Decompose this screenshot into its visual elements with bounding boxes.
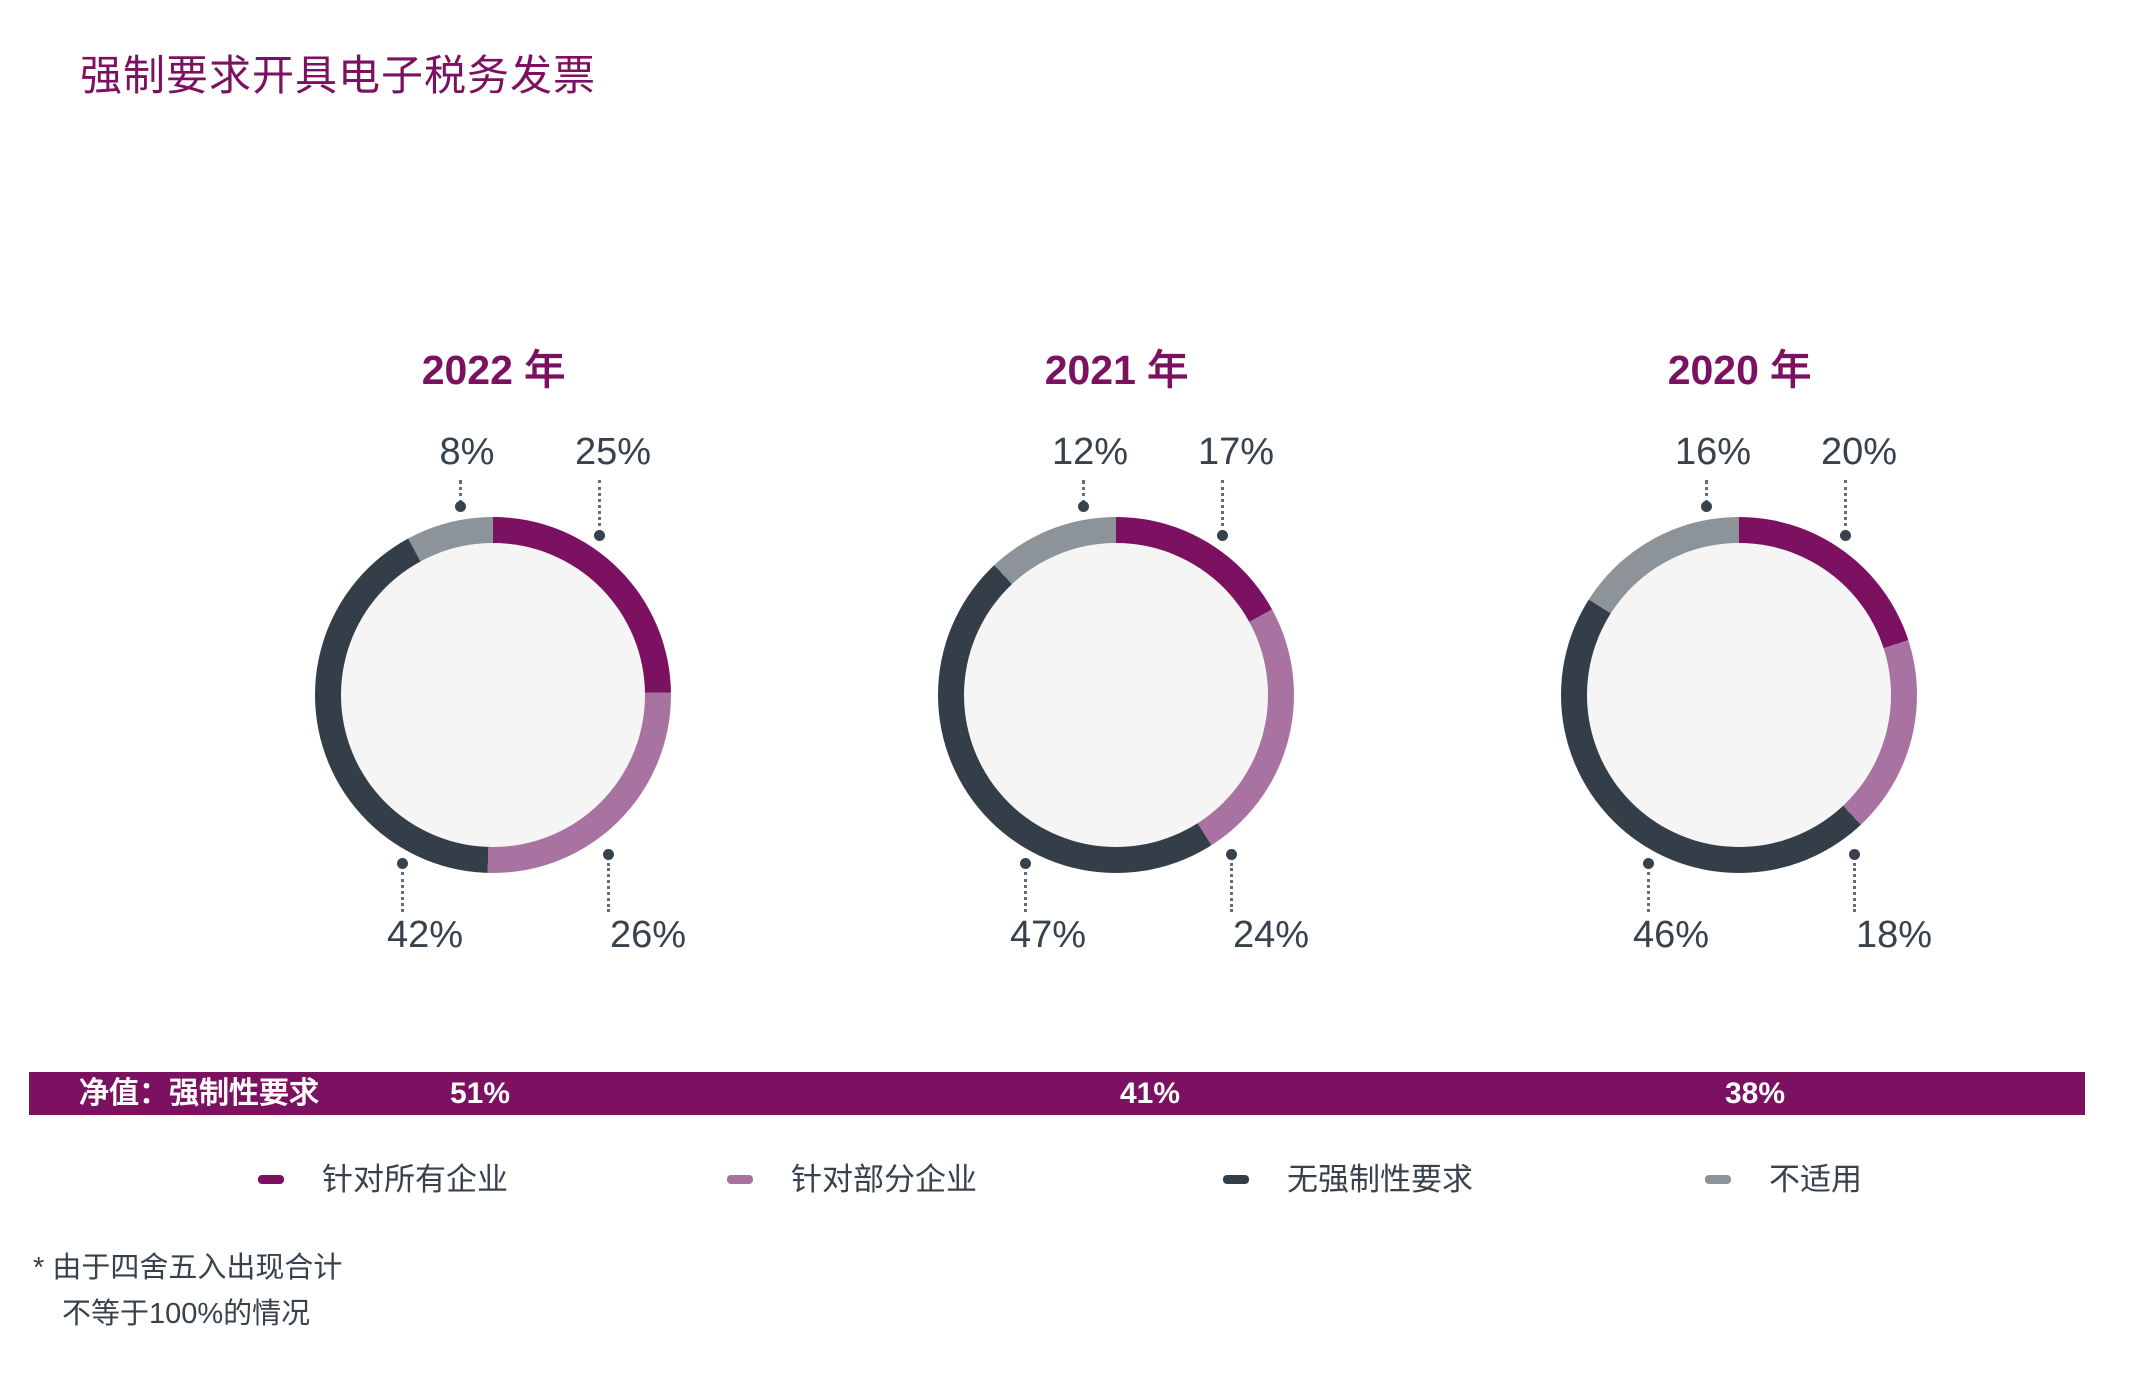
leader-line [459, 480, 462, 504]
donut-chart-2022: 2022 年 8% 25% 42% 26% [182, 330, 805, 1010]
legend-swatch [1705, 1175, 1731, 1184]
leader-dot [603, 849, 614, 860]
leader-dot [594, 530, 605, 541]
leader-line [401, 872, 404, 912]
chart-year-title: 2022 年 [421, 347, 566, 393]
donut-hole [341, 543, 645, 847]
segment-label-all-companies: 17% [1197, 431, 1275, 473]
segment-label-some-companies: 24% [1232, 914, 1310, 956]
segment-label-no-mandate: 47% [1009, 914, 1087, 956]
donut-charts-row: 2022 年 8% 25% 42% 26% 2021 年 12% 17% 47%… [182, 330, 2051, 1010]
segment-label-not-applicable: 8% [439, 431, 495, 473]
leader-dot [1849, 849, 1860, 860]
footnote-line-1: * 由于四舍五入出现合计 [33, 1252, 343, 1284]
leader-dot [1840, 530, 1851, 541]
leader-line [1705, 480, 1708, 504]
page-title: 强制要求开具电子税务发票 [80, 52, 597, 99]
legend-label: 针对所有企业 [322, 1162, 508, 1197]
segment-label-no-mandate: 46% [1632, 914, 1710, 956]
legend-swatch [727, 1175, 753, 1184]
net-bar-label: 净值：强制性要求 [79, 1077, 319, 1110]
chart-year-title: 2021 年 [1044, 347, 1189, 393]
legend-item-not-applicable: 不适用 [1705, 1158, 1862, 1201]
rounding-footnote: * 由于四舍五入出现合计 不等于100%的情况 [33, 1246, 342, 1338]
leader-dot [1643, 858, 1654, 869]
leader-dot [1217, 530, 1228, 541]
legend-label: 不适用 [1769, 1162, 1862, 1197]
donut-hole [964, 543, 1268, 847]
chart-year-title: 2020 年 [1667, 347, 1812, 393]
leader-dot [1226, 849, 1237, 860]
segment-label-all-companies: 20% [1820, 431, 1898, 473]
leader-line [1647, 872, 1650, 912]
leader-line [1024, 872, 1027, 912]
legend-swatch [1223, 1175, 1249, 1184]
legend-item-no-mandate: 无强制性要求 [1223, 1158, 1473, 1201]
segment-label-no-mandate: 42% [386, 914, 464, 956]
donut-chart-2021: 2021 年 12% 17% 47% 24% [805, 330, 1428, 1010]
leader-line [1853, 863, 1856, 912]
donut-ring [315, 517, 671, 873]
donut-ring [938, 517, 1294, 873]
footnote-line-2: 不等于100%的情况 [62, 1297, 311, 1330]
legend-item-some-companies: 针对部分企业 [727, 1158, 977, 1201]
legend-item-all-companies: 针对所有企业 [258, 1158, 508, 1201]
legend-label: 针对部分企业 [791, 1162, 977, 1197]
leader-line [598, 480, 601, 533]
segment-label-not-applicable: 12% [1051, 431, 1129, 473]
leader-line [607, 863, 610, 912]
leader-dot [1078, 501, 1089, 512]
leader-dot [1701, 501, 1712, 512]
leader-dot [1020, 858, 1031, 869]
leader-line [1230, 863, 1233, 912]
segment-label-some-companies: 26% [609, 914, 687, 956]
leader-line [1844, 480, 1847, 533]
segment-label-some-companies: 18% [1855, 914, 1933, 956]
legend-swatch [258, 1175, 284, 1184]
net-value-bar: 净值：强制性要求 51% 41% 38% [29, 1072, 2085, 1115]
segment-label-not-applicable: 16% [1674, 431, 1752, 473]
donut-hole [1587, 543, 1891, 847]
net-value-2020: 38% [1724, 1077, 1786, 1110]
leader-dot [397, 858, 408, 869]
leader-line [1082, 480, 1085, 504]
donut-chart-2020: 2020 年 16% 20% 46% 18% [1428, 330, 2051, 1010]
legend-label: 无强制性要求 [1287, 1162, 1473, 1197]
donut-ring [1561, 517, 1917, 873]
segment-label-all-companies: 25% [574, 431, 652, 473]
net-value-2022: 51% [449, 1077, 511, 1110]
leader-dot [455, 501, 466, 512]
leader-line [1221, 480, 1224, 533]
net-value-2021: 41% [1119, 1077, 1181, 1110]
